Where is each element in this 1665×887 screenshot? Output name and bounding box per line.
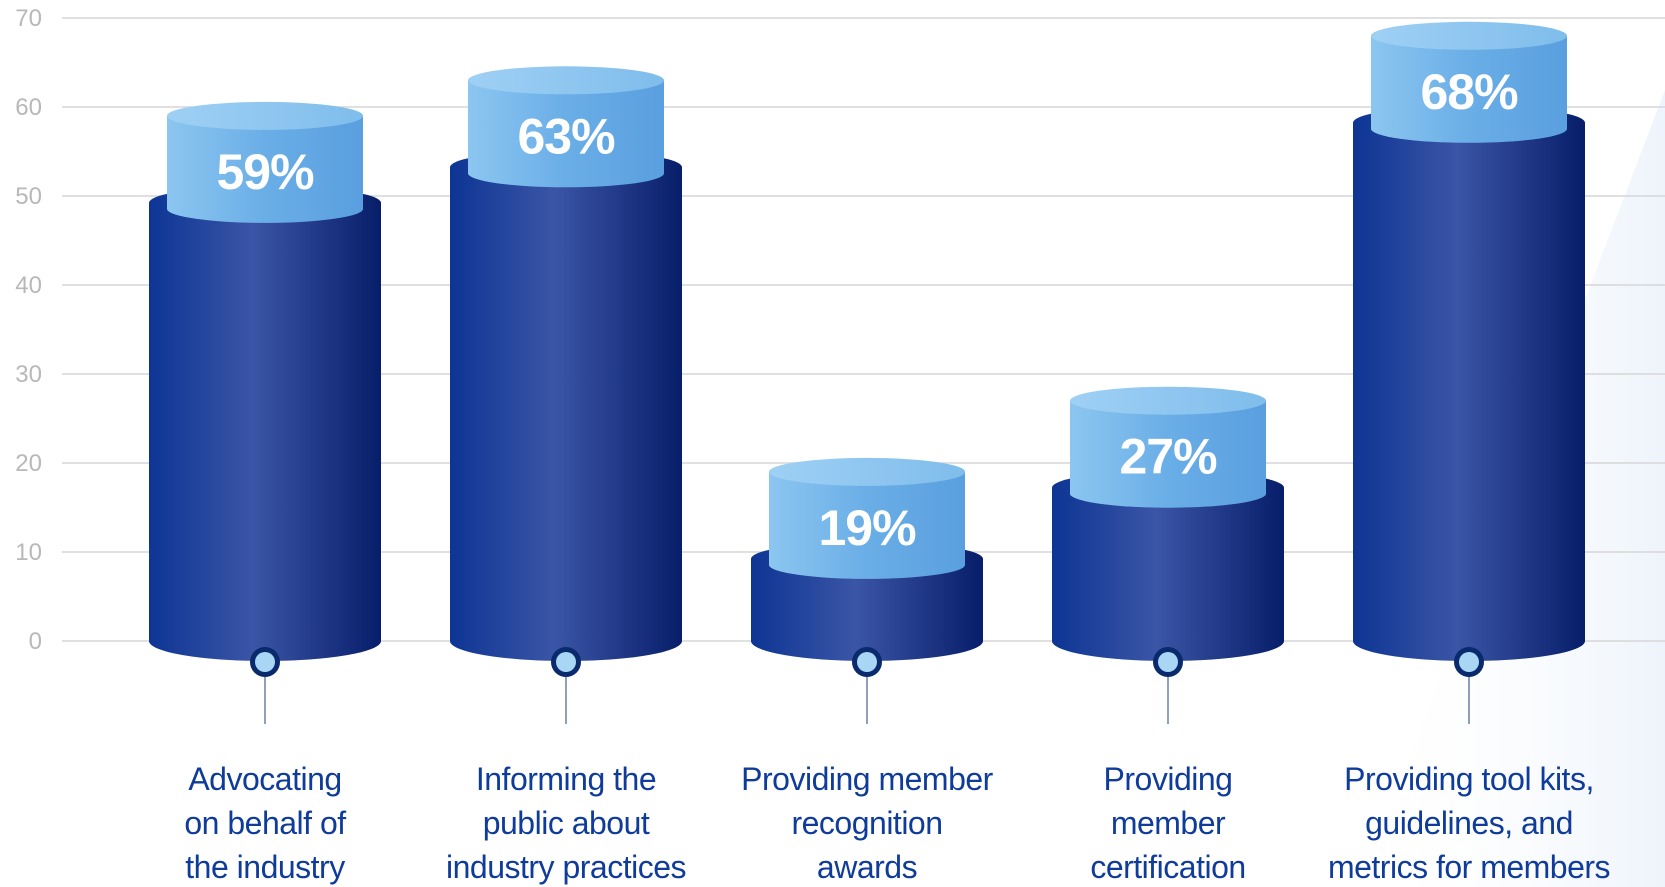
category-label-line: certification (1090, 849, 1245, 885)
category-label-line: Providing tool kits, (1344, 761, 1594, 797)
bar-group: 19% (751, 457, 983, 724)
y-tick-label: 20 (15, 450, 42, 477)
y-tick-label: 70 (15, 5, 42, 32)
y-tick-label: 30 (15, 361, 42, 388)
category-label-line: guidelines, and (1365, 805, 1573, 841)
category-label-line: the industry (185, 849, 345, 885)
category-label: Providing member recognition awards (741, 761, 994, 885)
bar (149, 185, 381, 661)
category-label-line: awards (817, 849, 917, 885)
bar-cap-top (1371, 21, 1567, 50)
category-label: Advocating on behalf of the industry (184, 761, 346, 885)
y-tick-label: 50 (15, 183, 42, 210)
marker-dot (1459, 652, 1479, 672)
bars: 59% 63% 19% 27% 68% (149, 21, 1585, 724)
category-label-line: Providing (1104, 761, 1233, 797)
bar-group: 68% (1353, 21, 1585, 724)
bar-cap-top (468, 66, 664, 95)
value-label: 19% (818, 500, 916, 556)
bar-cap (167, 115, 363, 223)
category-label-line: recognition (791, 805, 942, 841)
value-label: 63% (517, 108, 615, 164)
bar-cap (1070, 400, 1266, 508)
category-label-line: Providing member (741, 761, 994, 797)
bar (450, 150, 682, 661)
y-tick-label: 10 (15, 539, 42, 566)
category-label-line: industry practices (446, 849, 686, 885)
value-label: 27% (1119, 429, 1217, 485)
bar (1353, 105, 1585, 662)
category-label-line: Advocating (188, 761, 341, 797)
marker-dot (857, 652, 877, 672)
category-label-line: member (1111, 805, 1226, 841)
value-label: 68% (1420, 64, 1518, 120)
category-label: Informing the public about industry practi… (446, 761, 686, 885)
category-labels: Advocating on behalf of the industry Inform… (184, 761, 1610, 885)
y-tick-label: 60 (15, 94, 42, 121)
category-label-line: public about (483, 805, 650, 841)
marker-dot (255, 652, 275, 672)
bar-cap (468, 80, 664, 188)
y-tick-label: 0 (29, 628, 42, 655)
marker-dot (1158, 652, 1178, 672)
bar-cap-top (769, 457, 965, 486)
bar-cap (769, 471, 965, 579)
y-tick-label: 40 (15, 272, 42, 299)
category-label: Providing tool kits, guidelines, and metri… (1328, 761, 1610, 885)
marker-dot (556, 652, 576, 672)
category-label-line: on behalf of (184, 805, 346, 841)
bar-cap (1371, 35, 1567, 143)
bar-group: 59% (149, 101, 381, 724)
value-label: 59% (216, 144, 314, 200)
bar-cap-top (167, 101, 363, 130)
bar (1052, 470, 1284, 661)
category-label-line: Informing the (476, 761, 656, 797)
bar-group: 27% (1052, 386, 1284, 724)
category-label: Providing member certification (1090, 761, 1245, 885)
category-label-line: metrics for members (1328, 849, 1610, 885)
bar-cap-top (1070, 386, 1266, 415)
bar-group: 63% (450, 66, 682, 724)
